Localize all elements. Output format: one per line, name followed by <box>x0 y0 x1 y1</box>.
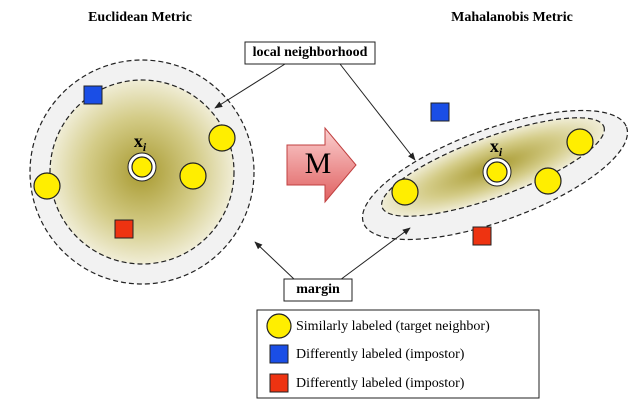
target-neighbor <box>391 178 419 206</box>
callout-box <box>244 41 376 65</box>
right-title: Mahalanobis Metric <box>451 10 573 25</box>
legend <box>256 309 540 399</box>
pointer <box>254 241 296 281</box>
pointer <box>339 63 416 161</box>
impostor-blue <box>83 85 103 105</box>
target-neighbor <box>179 162 207 190</box>
legend-swatch <box>269 344 289 364</box>
query-point <box>131 156 153 178</box>
legend-swatch <box>266 313 292 339</box>
target-neighbor <box>208 124 236 152</box>
target-neighbor <box>566 128 594 156</box>
transform-label: M <box>305 147 332 180</box>
pointer <box>339 227 411 281</box>
callout-label: local neighborhood <box>253 45 368 60</box>
legend-label: Differently labeled (impostor) <box>296 376 465 391</box>
callout-box <box>283 278 353 302</box>
impostor-blue <box>430 102 450 122</box>
point-label: xi <box>134 131 147 154</box>
left-title: Euclidean Metric <box>88 10 192 25</box>
query-point <box>486 161 508 183</box>
impostor-red <box>472 226 492 246</box>
target-neighbor <box>534 167 562 195</box>
legend-label: Differently labeled (impostor) <box>296 347 465 362</box>
target-neighbor <box>33 172 61 200</box>
callout-label: margin <box>296 282 340 297</box>
transform-arrow <box>286 126 357 204</box>
pointer <box>214 63 286 109</box>
legend-swatch <box>269 373 289 393</box>
impostor-red <box>114 219 134 239</box>
legend-label: Similarly labeled (target neighbor) <box>296 319 490 334</box>
point-label: xi <box>490 136 503 159</box>
